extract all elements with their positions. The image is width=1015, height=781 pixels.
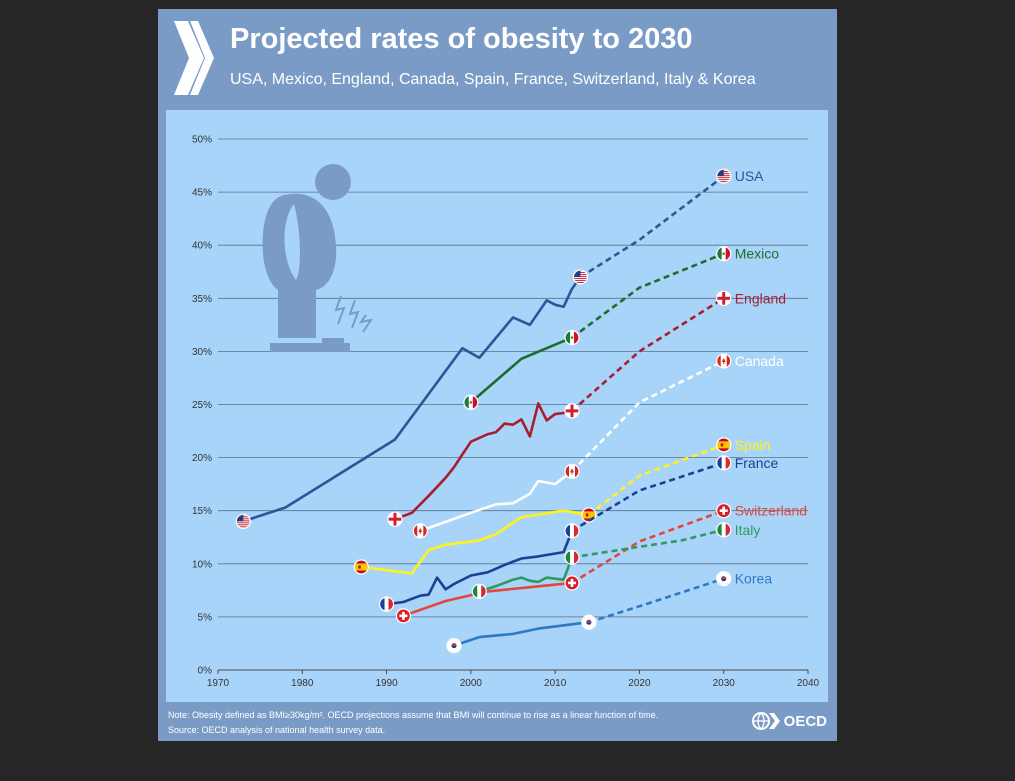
flag-icon-france [378,596,395,612]
x-tick-label: 2010 [544,678,567,689]
series-label-italy: Italy [735,522,761,538]
y-tick-label: 15% [192,506,212,517]
flag-icon-korea [446,637,462,654]
series-label-mexico: Mexico [735,246,780,262]
series-line-projected-canada [571,359,725,473]
oecd-logo: OECD [751,710,827,732]
series-line-observed-france [386,530,574,606]
flag-icon-korea [581,614,597,630]
flag-icon-usa [572,269,589,285]
y-tick-label: 35% [192,294,212,305]
series-line-projected-mexico [571,252,725,339]
oecd-chevron-icon [174,21,214,95]
series-line-projected-usa [579,175,725,279]
series-line-observed-spain [361,509,590,575]
y-tick-label: 45% [192,188,212,199]
flag-icon-england [716,290,732,306]
series-line-observed-switzerland [402,581,573,618]
x-tick-label: 2040 [797,678,820,689]
y-tick-label: 20% [192,453,212,464]
series-label-switzerland: Switzerland [735,503,807,519]
series-line-projected-korea [588,577,725,624]
series-italy: Italy [471,522,761,600]
x-tick-label: 1980 [291,678,314,689]
series-label-usa: USA [735,168,764,184]
series-switzerland: Switzerland [395,503,807,624]
footnote: Note: Obesity defined as BMI≥30kg/m². OE… [168,710,659,720]
y-tick-label: 30% [192,347,212,358]
infographic-card: Projected rates of obesity to 2030 USA, … [158,9,837,741]
flag-icon-usa [235,513,251,529]
y-tick-label: 5% [198,612,213,623]
series-label-france: France [735,455,779,471]
series-canada: Canada [412,353,784,539]
oecd-logo-text: OECD [783,712,827,730]
y-tick-label: 10% [192,559,212,570]
globe-icon [751,712,780,730]
flag-icon-switzerland [395,608,412,624]
flag-icon-usa [716,168,732,184]
y-tick-label: 25% [192,400,212,411]
flag-icon-italy [471,583,487,600]
series-label-spain: Spain [735,437,771,453]
x-tick-label: 2020 [628,678,651,689]
flag-icon-canada [412,523,428,539]
flag-icon-france [564,523,580,539]
obesity-line-chart: 0% 5% 10% 15% 20% 25% 30% 35% 40% 45% 50% 1970 1980 1… [192,135,820,690]
x-tick-label: 1970 [207,678,230,689]
series-line-observed-england [394,402,573,521]
series-mexico: Mexico [463,246,780,410]
page-title: Projected rates of obesity to 2030 [230,23,693,55]
series-line-projected-england [571,297,725,412]
flag-icon-switzerland [564,575,580,591]
flag-icon-mexico [716,246,732,262]
flag-icon-canada [716,353,732,369]
flag-icon-canada [564,463,580,480]
series-england: England [387,290,786,527]
flag-icon-mexico [564,329,580,346]
series-line-observed-usa [242,276,582,523]
flag-icon-spain [353,559,369,575]
x-tick-label: 1990 [375,678,398,689]
series-line-projected-spain [588,443,725,516]
series-usa: USA [235,168,764,529]
flag-icon-england [564,403,580,419]
person-on-scale-icon [262,164,374,352]
y-tick-label: 40% [192,241,212,252]
series-spain: Spain [353,437,771,575]
series-korea: Korea [446,571,773,654]
flag-icon-italy [564,549,580,566]
series-label-canada: Canada [735,353,784,369]
y-tick-label: 0% [198,666,213,677]
x-tick-label: 2030 [713,678,736,689]
flag-icon-spain [716,437,732,453]
series-line-observed-canada [419,470,573,533]
page-subtitle: USA, Mexico, England, Canada, Spain, Fra… [230,71,756,88]
flag-icon-france [716,455,732,471]
source-note: Source: OECD analysis of national health… [168,725,386,735]
flag-icon-england [387,511,403,527]
series-france: France [378,455,779,612]
series-line-observed-korea [453,620,590,647]
series-label-korea: Korea [735,571,773,587]
y-tick-label: 50% [192,135,212,146]
series-line-observed-italy [478,556,574,593]
flag-icon-korea [716,571,732,587]
flag-icon-mexico [463,394,479,410]
series-label-england: England [735,290,786,306]
x-tick-label: 2000 [460,678,483,689]
flag-icon-italy [716,522,732,538]
flag-icon-switzerland [716,503,732,519]
plot-panel: 0% 5% 10% 15% 20% 25% 30% 35% 40% 45% 50% 1970 1980 1… [166,110,828,702]
series-line-projected-italy [571,528,725,559]
series-line-observed-mexico [470,336,573,404]
series-line-projected-switzerland [571,509,725,585]
